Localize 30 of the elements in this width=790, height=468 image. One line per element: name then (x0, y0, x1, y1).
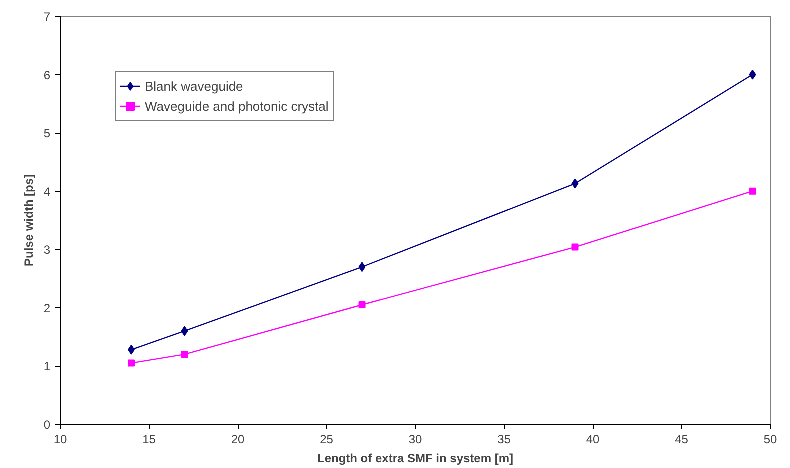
point (128, 360, 135, 367)
x-axis-title: Length of extra SMF in system [m] (317, 452, 514, 466)
point (749, 70, 756, 80)
point (358, 262, 366, 272)
x-tick-label: 35 (498, 432, 512, 446)
y-tick-label: 6 (44, 68, 51, 82)
y-tick-label: 1 (44, 360, 51, 374)
point (749, 188, 756, 195)
point (572, 178, 579, 189)
x-tick-label: 40 (586, 432, 600, 446)
x-tick-label: 15 (142, 432, 156, 446)
x-tick-label: 30 (408, 432, 422, 446)
y-tick-label: 2 (44, 301, 51, 316)
y-tick-label: 7 (44, 10, 51, 24)
x-tick-label: 10 (54, 432, 68, 446)
legend-label: Waveguide and photonic crystal (145, 98, 329, 116)
y-tick-label: 4 (44, 184, 51, 199)
x-tick-label: 50 (764, 432, 778, 446)
x-tick-label: 25 (320, 432, 334, 446)
y-tick-label: 0 (44, 418, 51, 432)
point (358, 302, 366, 309)
point (181, 351, 188, 358)
x-tick-label: 45 (675, 432, 689, 446)
y-axis-title: Pulse width [ps] (22, 174, 36, 266)
y-tick-label: 5 (44, 126, 51, 141)
legend-label: Blank waveguide (145, 78, 244, 96)
x-tick-label: 20 (231, 432, 245, 446)
point (181, 326, 188, 336)
point (572, 244, 579, 251)
y-tick-label: 3 (44, 243, 51, 258)
